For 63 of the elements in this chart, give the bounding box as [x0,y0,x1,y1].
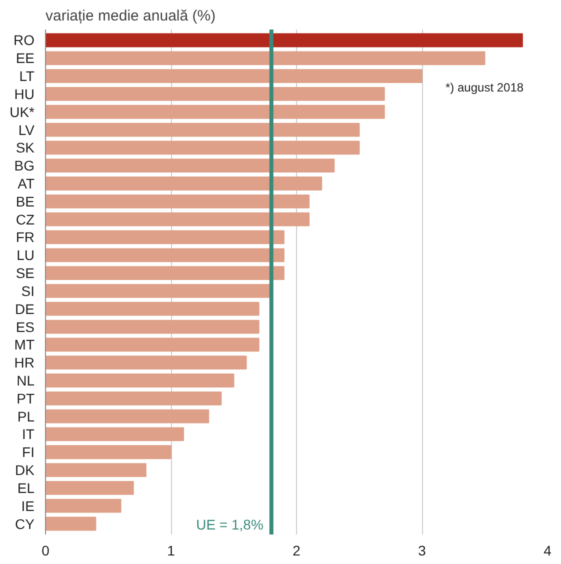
bar [46,391,222,406]
y-tick-label: MT [14,336,35,353]
bar [46,266,284,280]
y-tick-label: PL [17,408,35,424]
bar [46,516,96,531]
y-tick-label: CZ [16,211,35,228]
y-tick-label: CY [15,516,36,532]
bar [46,176,322,190]
y-tick-label: IT [22,426,35,442]
bar [46,87,385,101]
y-tick-label: RO [14,32,35,48]
bar [46,104,385,119]
ref-line-label: UE = 1,8% [196,516,264,533]
bar [46,194,310,208]
bar [46,230,284,244]
y-tick-label: LU [16,247,35,264]
y-tick-label: BG [14,158,35,174]
bar [46,445,172,460]
y-tick-label: IE [21,498,35,514]
bar [46,140,360,155]
y-tick-label: NL [16,372,35,388]
bar [46,409,210,424]
bar [46,374,234,388]
bar [46,33,523,48]
chart-title: variație medie anuală (%) [46,8,216,24]
bar [46,158,335,173]
bar [46,51,486,66]
y-tick-label: PT [16,390,35,406]
bar [46,212,310,226]
x-tick-label: 0 [42,542,50,558]
bar [46,356,247,370]
y-tick-label: FI [22,444,35,460]
y-tick-label: ES [16,318,35,335]
bar [46,463,146,477]
y-tick-label: SE [16,265,35,282]
bar [46,69,422,84]
bar [46,320,260,334]
x-tick-label: 2 [292,542,301,558]
y-tick-label: LT [19,68,35,84]
y-tick-label: FR [16,229,35,246]
y-tick-label: SI [21,282,35,299]
bar [46,480,134,495]
bar [46,427,184,442]
x-tick-label: 1 [167,542,176,558]
y-tick-label: AT [18,176,35,192]
bar [46,338,260,352]
bar [46,302,260,316]
y-tick-label: DK [15,462,36,478]
y-tick-label: EE [16,50,35,66]
y-tick-label: LV [18,122,36,138]
bar [46,122,360,137]
annotation: *) august 2018 [446,80,524,94]
bar [46,248,284,262]
y-tick-label: HR [14,354,35,371]
x-tick-label: 4 [544,542,552,558]
y-tick-label: EL [17,480,35,496]
y-tick-label: UK* [10,104,36,120]
bar [46,498,122,513]
y-tick-label: DE [15,300,35,317]
y-tick-label: BE [16,193,35,210]
y-tick-label: SK [16,140,36,156]
y-tick-label: HU [14,86,35,102]
x-tick-label: 3 [418,542,426,558]
